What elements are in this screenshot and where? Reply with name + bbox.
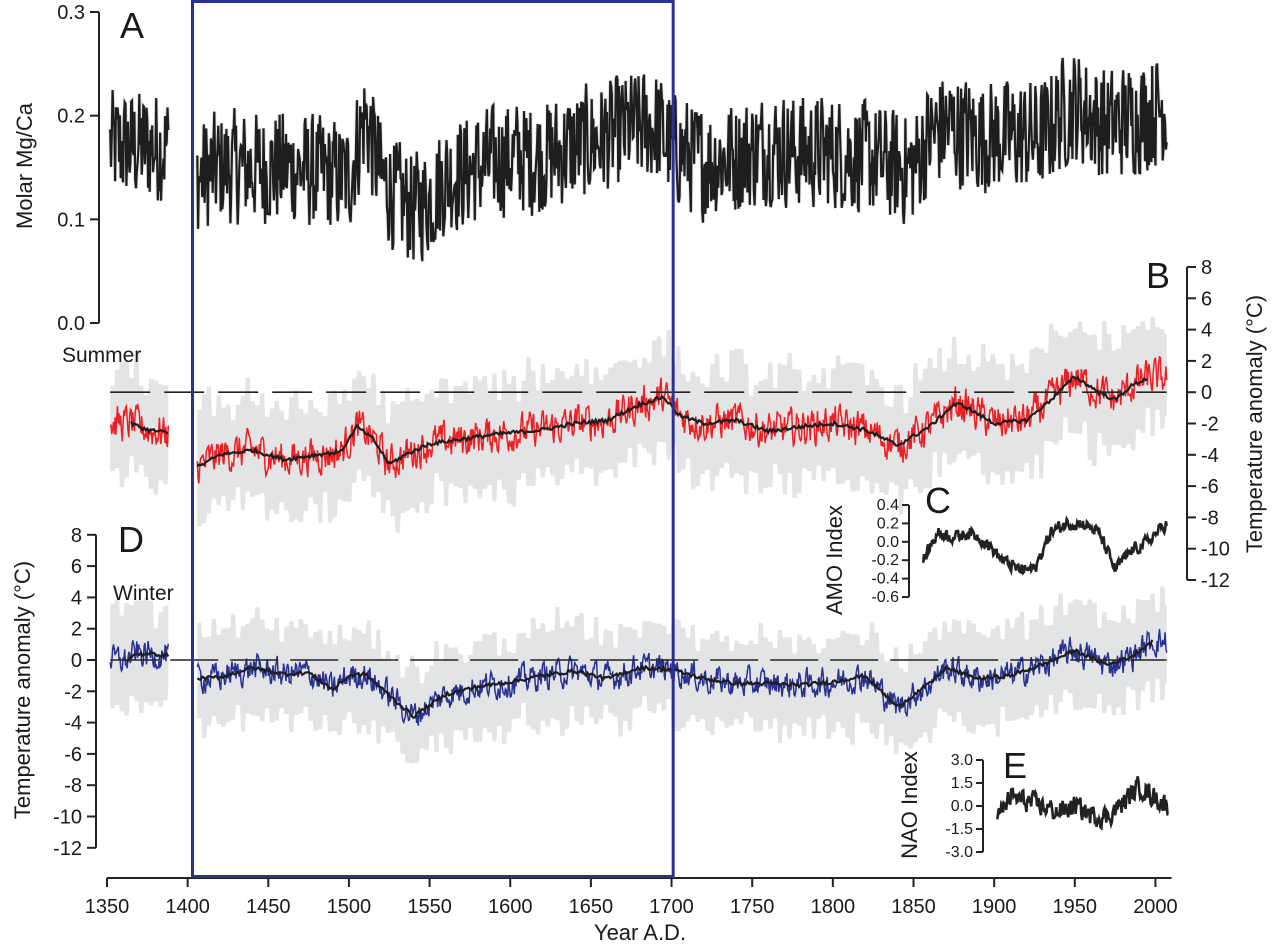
y-tick-label: 6 — [1201, 288, 1212, 310]
winter-running-mean-line — [126, 650, 170, 662]
y-tick-label: -2 — [1201, 414, 1219, 436]
y-tick-label: 0.0 — [877, 534, 899, 551]
y-tick-label: -3.0 — [945, 844, 973, 861]
y-tick-label: -0.6 — [871, 589, 899, 606]
y-tick-label: 0.1 — [57, 209, 85, 231]
mgca-series-line — [196, 57, 1168, 262]
x-tick-label: 1900 — [972, 896, 1017, 918]
y-axis-label-C: AMO Index — [822, 505, 847, 615]
x-tick-label: 1400 — [165, 896, 210, 918]
y-tick-label: -6 — [64, 744, 82, 766]
panel-letter-D: D — [118, 519, 144, 560]
axes: 0.0 0.1 0.2 0.3 A Molar Mg/Ca 8 6 4 2 0 -2 -4 -6 -8 -10… — [10, 2, 1267, 918]
y-tick-label: 6 — [71, 556, 82, 578]
x-tick-label: 1600 — [488, 896, 533, 918]
panel-letter-C: C — [925, 480, 951, 521]
y-tick-label: 8 — [1201, 257, 1212, 279]
y-tick-label: 0.4 — [877, 497, 899, 514]
mgca-series-line — [109, 89, 170, 201]
y-tick-label: 8 — [71, 525, 82, 547]
y-tick-label: 2 — [71, 619, 82, 641]
x-tick-label: 1650 — [569, 896, 614, 918]
y-axis-label-D: Temperature anomaly (°C) — [10, 561, 35, 819]
y-tick-label: 3.0 — [951, 752, 973, 769]
nao-index-line — [996, 776, 1169, 831]
x-tick-label: 1700 — [649, 896, 694, 918]
y-axis-label-B: Temperature anomaly (°C) — [1242, 295, 1267, 553]
y-tick-label: -1.5 — [945, 821, 973, 838]
x-tick-label: 1800 — [811, 896, 856, 918]
highlight-box — [190, 0, 675, 878]
y-tick-label: 4 — [71, 587, 82, 609]
amo-index-line — [921, 515, 1168, 577]
y-tick-label: -10 — [53, 807, 82, 829]
winter-running-mean-line — [196, 639, 1154, 720]
y-tick-label: 0 — [1201, 382, 1212, 404]
x-tick-label: 1850 — [891, 896, 936, 918]
x-tick-label: 1550 — [407, 896, 452, 918]
y-tick-label: -6 — [1201, 476, 1219, 498]
y-tick-label: 0.2 — [57, 106, 85, 128]
y-axis-label-A: Molar Mg/Ca — [12, 102, 37, 229]
x-tick-label: 1500 — [327, 896, 372, 918]
x-tick-label: 1450 — [246, 896, 291, 918]
y-tick-label: -4 — [64, 713, 82, 735]
y-tick-label: 0.0 — [57, 313, 85, 335]
x-tick-label: 1950 — [1053, 896, 1098, 918]
y-tick-label: 0.2 — [877, 515, 899, 532]
summer-temperature-line — [109, 403, 170, 448]
panel-letter-B: B — [1146, 255, 1170, 296]
y-tick-label: -4 — [1201, 445, 1219, 467]
y-tick-label: -0.2 — [871, 552, 899, 569]
summer-running-mean-line — [130, 421, 169, 435]
winter-uncertainty-band — [110, 597, 169, 716]
panel-letter-E: E — [1003, 745, 1027, 786]
y-tick-label: -2 — [64, 681, 82, 703]
season-label-winter: Winter — [113, 582, 174, 605]
x-tick-label: 1750 — [730, 896, 775, 918]
summer-temperature-line — [196, 355, 1168, 484]
y-tick-label: -8 — [1201, 507, 1219, 529]
x-tick-label: 2000 — [1133, 896, 1178, 918]
y-tick-label: 1.5 — [951, 775, 973, 792]
winter-temperature-line — [109, 640, 170, 674]
x-tick-label: 1350 — [85, 896, 130, 918]
y-tick-label: -12 — [53, 838, 82, 860]
y-tick-label: 4 — [1201, 320, 1212, 342]
season-label-summer: Summer — [62, 344, 141, 367]
x-axis-label: Year A.D. — [594, 920, 686, 945]
y-axis-label-E: NAO Index — [897, 751, 922, 859]
y-tick-label: 0.0 — [951, 798, 973, 815]
y-tick-label: -8 — [64, 775, 82, 797]
y-tick-label: 0.3 — [57, 2, 85, 24]
panel-letter-A: A — [120, 5, 144, 46]
y-tick-label: -0.4 — [871, 571, 899, 588]
y-tick-label: -12 — [1201, 570, 1230, 592]
y-tick-label: 2 — [1201, 351, 1212, 373]
y-tick-label: -10 — [1201, 539, 1230, 561]
y-tick-label: 0 — [71, 650, 82, 672]
